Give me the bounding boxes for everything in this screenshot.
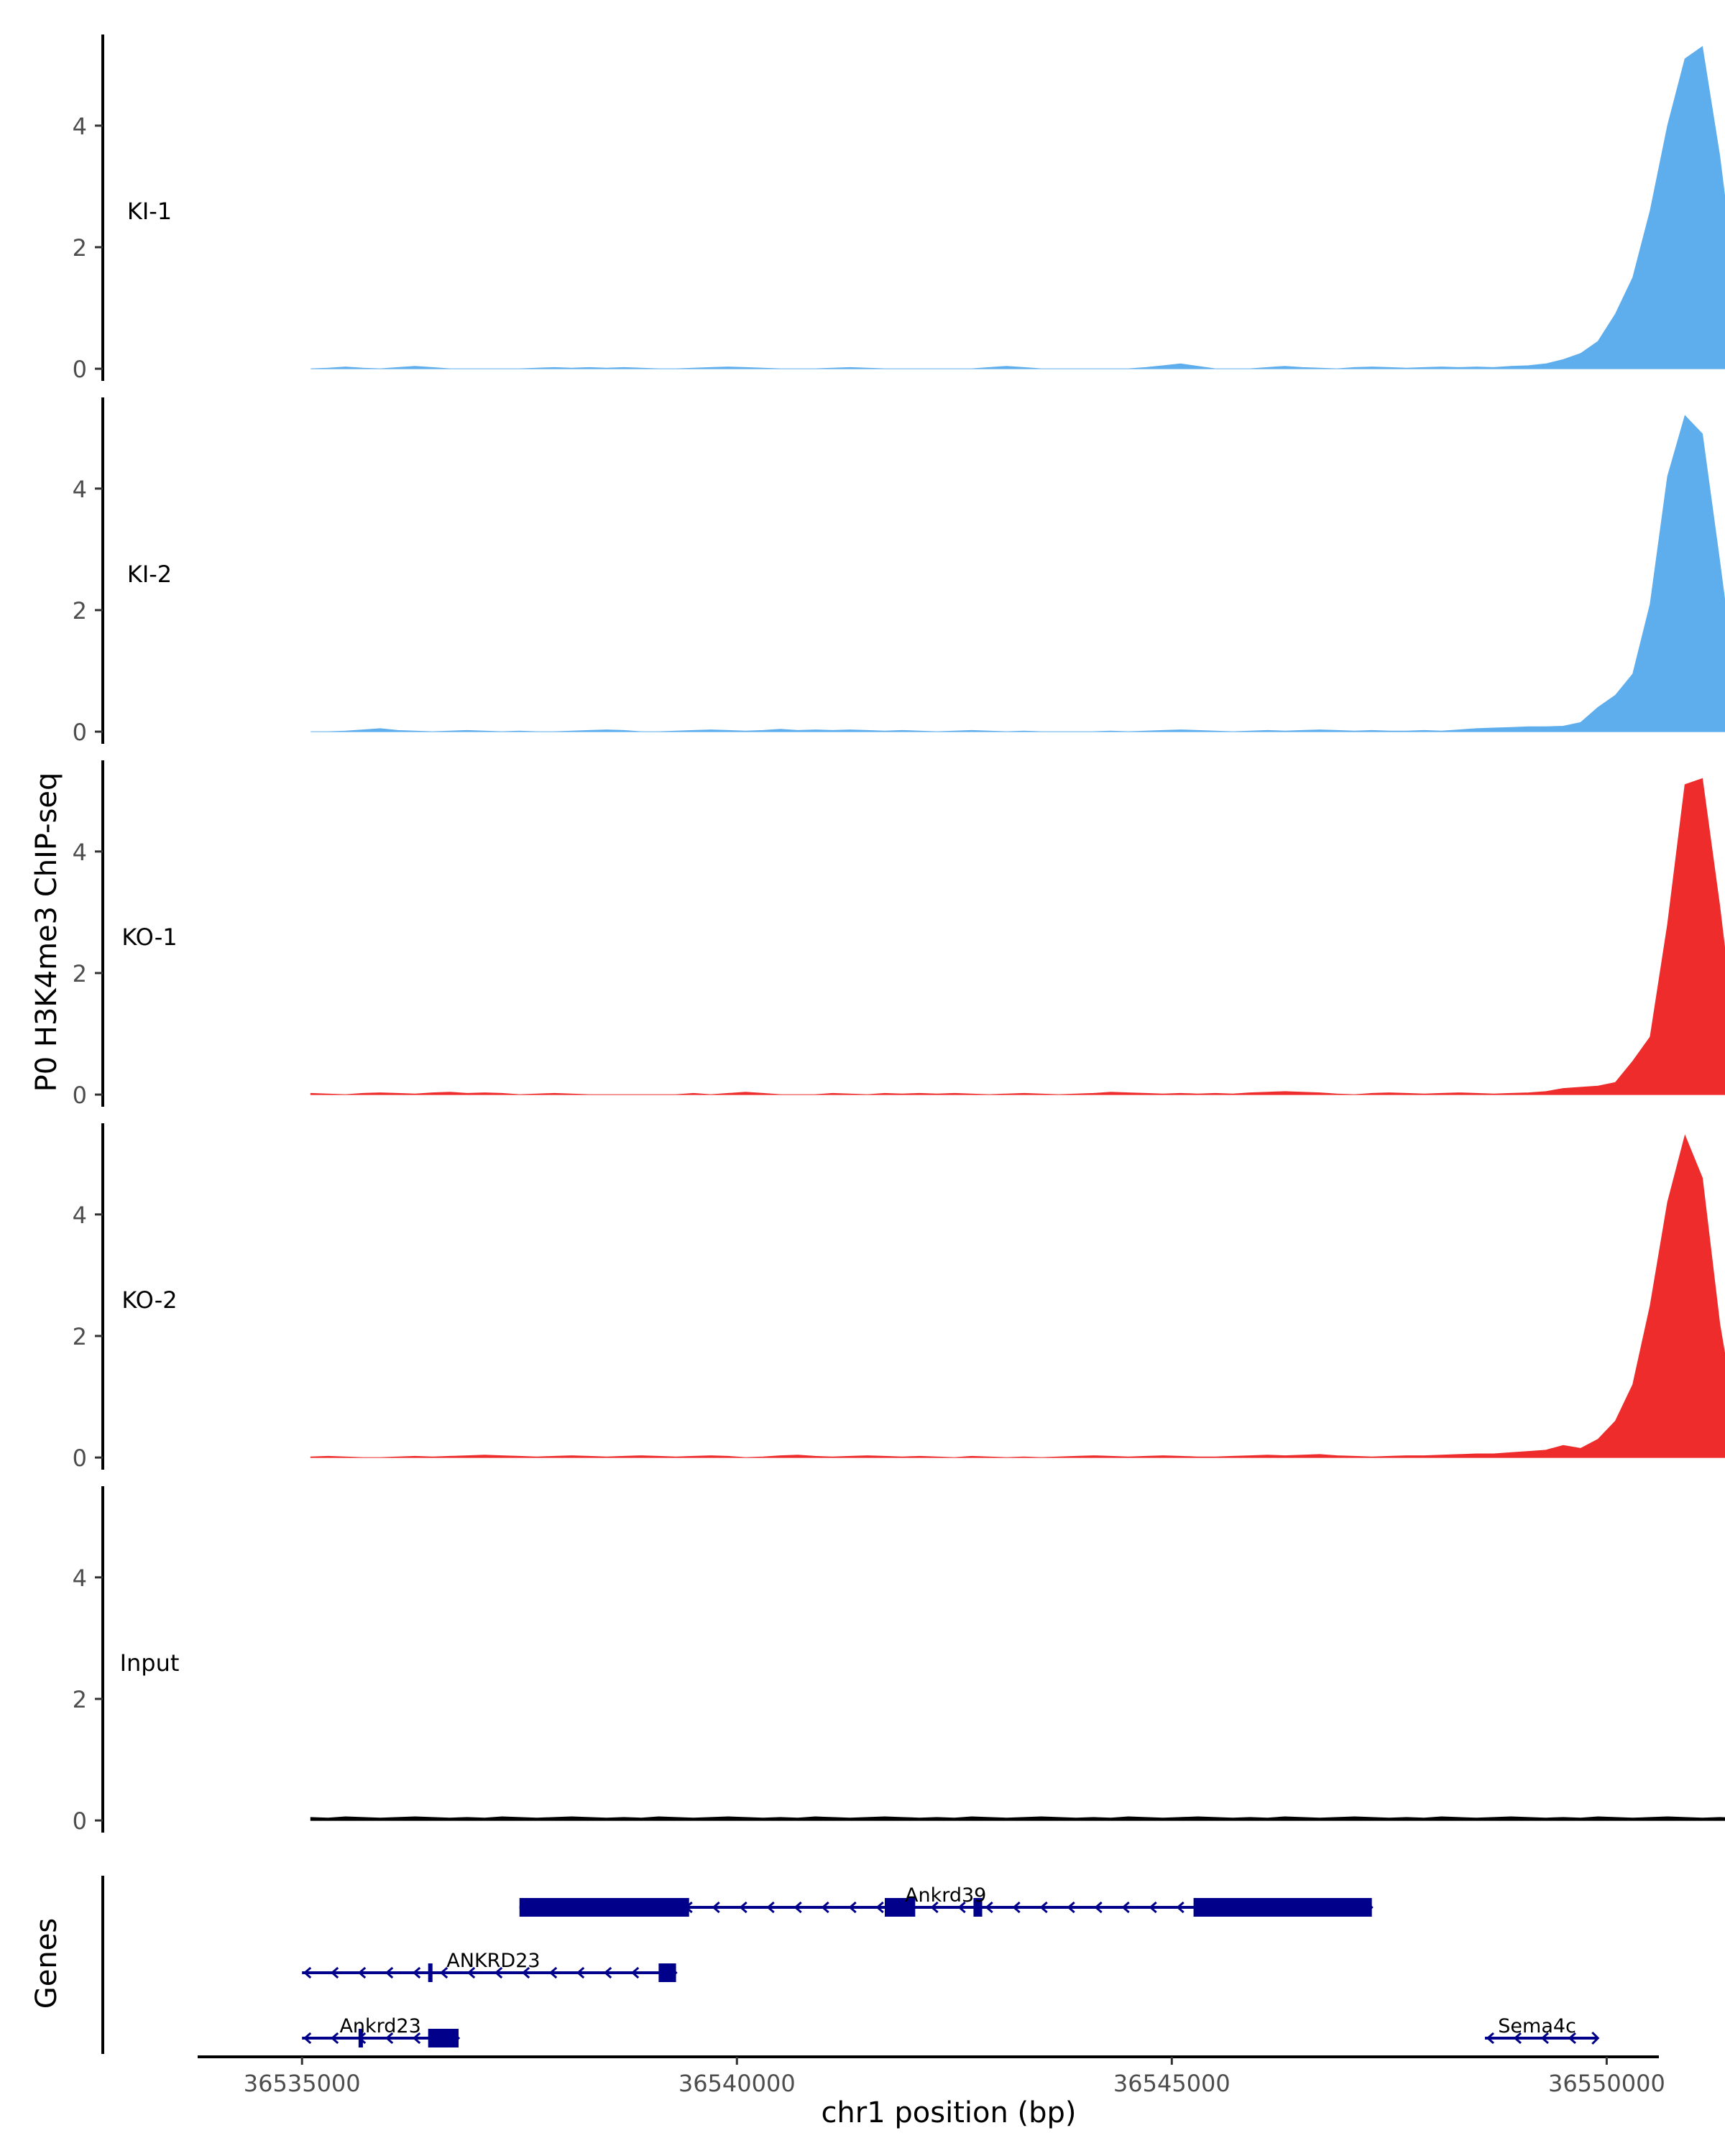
- strand-arrow: [930, 1901, 939, 1914]
- gene-ankrd23: Ankrd23: [302, 2015, 461, 2047]
- strand-arrow: [1568, 2032, 1576, 2045]
- y-tick-label: 2: [73, 1686, 87, 1713]
- y-tick-label: 2: [73, 1323, 87, 1350]
- y-tick-label: 2: [73, 597, 87, 625]
- track-label: KO-2: [121, 1286, 177, 1314]
- strand-arrow: [739, 1901, 748, 1914]
- strand-arrow: [439, 1966, 448, 1979]
- gene-sema4c: Sema4c: [1484, 2015, 1600, 2045]
- x-tick-label: 36545000: [1113, 2070, 1230, 2097]
- track-ki-2: 0 2 4 KI-2: [73, 397, 1725, 746]
- strand-arrow: [385, 2032, 394, 2045]
- strand-arrow: [466, 1966, 476, 1979]
- strand-arrow: [1012, 1901, 1021, 1914]
- strand-arrow: [1591, 2031, 1600, 2045]
- gene-name-label: ANKRD23: [446, 1950, 540, 1972]
- x-tick-label: 36540000: [678, 2070, 796, 2097]
- strand-arrow: [848, 1901, 857, 1914]
- strand-arrow: [494, 1966, 503, 1979]
- gene-name-label: Ankrd39: [905, 1884, 986, 1907]
- strand-arrow: [521, 1966, 530, 1979]
- strand-arrow: [1149, 1901, 1157, 1914]
- x-tick-label: 36550000: [1548, 2070, 1665, 2097]
- exon: [428, 2029, 459, 2047]
- signal-area-ki-2: [310, 415, 1725, 732]
- strand-arrow: [821, 1901, 829, 1914]
- strand-arrow: [766, 1901, 775, 1914]
- genes-panel-label: Genes: [30, 1918, 63, 2009]
- signal-tracks: 0 2 4 KI-1 0 2 4 KI-2 0 2 4 KO-1 0 2 4 KO-2 0 2 4 Input: [73, 34, 1725, 1835]
- exon: [1193, 1898, 1372, 1917]
- exon: [428, 1963, 433, 1982]
- y-tick-label: 0: [73, 1807, 87, 1835]
- strand-arrow: [548, 1966, 558, 1979]
- strand-arrow: [412, 1966, 421, 1979]
- gene-annotation-panel: Ankrd39 ANKRD23 Ankrd23 Sema4c: [101, 1876, 1600, 2054]
- gene-name-label: Sema4c: [1498, 2015, 1576, 2037]
- track-ki-1: 0 2 4 KI-1: [73, 34, 1725, 383]
- strand-arrow: [875, 1901, 884, 1914]
- strand-arrow: [985, 1901, 993, 1914]
- signal-area-ko-2: [310, 1134, 1725, 1458]
- gene-ankrd23: ANKRD23: [302, 1950, 678, 1982]
- strand-arrow: [330, 2032, 339, 2045]
- strand-arrow: [1176, 1901, 1184, 1914]
- signal-area-ko-1: [310, 778, 1725, 1095]
- strand-arrow: [303, 2032, 312, 2045]
- strand-arrow: [576, 1966, 585, 1979]
- exon: [519, 1898, 689, 1917]
- track-label: KI-2: [127, 561, 172, 588]
- signal-area-input: [310, 1816, 1725, 1821]
- track-label: KO-1: [121, 923, 177, 951]
- strand-arrow: [1094, 1901, 1103, 1914]
- strand-arrow: [1039, 1901, 1048, 1914]
- strand-arrow: [412, 2032, 421, 2045]
- strand-arrow: [1067, 1901, 1075, 1914]
- strand-arrow: [1513, 2032, 1522, 2045]
- y-tick-label: 4: [73, 476, 87, 503]
- exon: [358, 2029, 363, 2047]
- track-ko-2: 0 2 4 KO-2: [73, 1123, 1725, 1472]
- strand-arrow: [1121, 1901, 1130, 1914]
- strand-arrow: [1540, 2032, 1549, 2045]
- strand-arrow: [794, 1901, 802, 1914]
- y-tick-label: 0: [73, 356, 87, 383]
- y-tick-label: 2: [73, 960, 87, 987]
- strand-arrow: [957, 1901, 966, 1914]
- strand-arrow: [603, 1966, 612, 1979]
- y-tick-label: 0: [73, 1082, 87, 1109]
- exon: [973, 1898, 983, 1917]
- y-tick-label: 0: [73, 719, 87, 746]
- strand-arrow: [1486, 2032, 1494, 2045]
- strand-arrow: [385, 1966, 394, 1979]
- track-input: 0 2 4 Input: [73, 1486, 1725, 1835]
- strand-arrow: [330, 1966, 339, 1979]
- exon: [884, 1898, 916, 1917]
- strand-arrow: [712, 1901, 720, 1914]
- x-axis-label: chr1 position (bp): [821, 2096, 1076, 2129]
- y-tick-label: 0: [73, 1445, 87, 1472]
- exon: [658, 1963, 676, 1982]
- gene-name-label: Ankrd23: [339, 2015, 420, 2037]
- strand-arrow: [630, 1966, 640, 1979]
- y-tick-label: 4: [73, 1202, 87, 1229]
- y-tick-label: 2: [73, 234, 87, 262]
- strand-arrow: [303, 1966, 312, 1979]
- track-ko-1: 0 2 4 KO-1: [73, 760, 1725, 1109]
- y-tick-label: 4: [73, 113, 87, 140]
- x-axis: 36535000 36540000 36545000 36550000: [198, 2055, 1665, 2097]
- signal-area-ki-1: [310, 46, 1725, 369]
- y-tick-label: 4: [73, 1565, 87, 1592]
- x-tick-label: 36535000: [244, 2070, 361, 2097]
- y-axis-label: P0 H3K4me3 ChIP-seq: [30, 773, 63, 1092]
- gene-ankrd39: Ankrd39: [519, 1884, 1374, 1917]
- y-tick-label: 4: [73, 839, 87, 866]
- track-label: Input: [120, 1649, 180, 1677]
- strand-arrow: [357, 1966, 367, 1979]
- track-label: KI-1: [127, 198, 172, 225]
